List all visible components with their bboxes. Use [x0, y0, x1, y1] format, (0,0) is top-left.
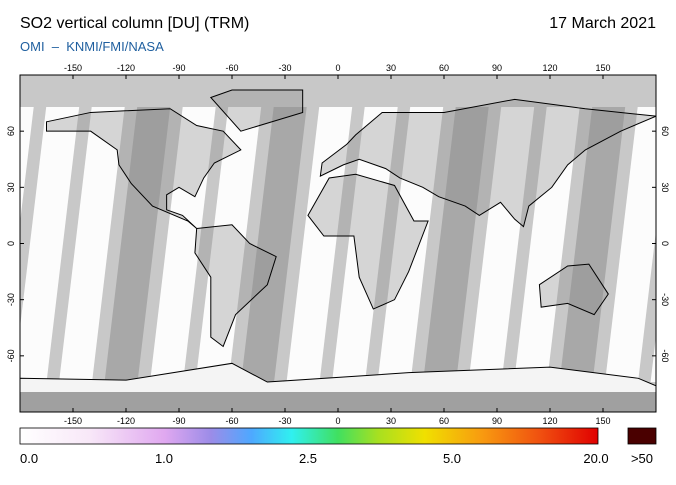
- lat-tick-label: 60: [6, 126, 16, 136]
- lon-tick-label: -30: [278, 63, 291, 73]
- lon-tick-label: 60: [439, 416, 449, 426]
- lon-tick-label: -90: [172, 63, 185, 73]
- lon-tick-label: 150: [595, 63, 610, 73]
- swath: [556, 75, 629, 412]
- lon-tick-label: -60: [225, 416, 238, 426]
- lat-tick-label: -60: [660, 349, 670, 362]
- colorbar-label: 5.0: [443, 451, 461, 466]
- lat-tick-label: -30: [660, 293, 670, 306]
- colorbar-label: 20.0: [583, 451, 608, 466]
- lon-tick-label: -150: [64, 416, 82, 426]
- lon-tick-label: 120: [542, 63, 557, 73]
- swath: [283, 75, 356, 412]
- swath: [510, 75, 584, 412]
- swath: [374, 75, 447, 412]
- credit: OMI – KNMI/FMI/NASA: [20, 39, 164, 54]
- lon-tick-label: 150: [595, 416, 610, 426]
- eurasia: [319, 98, 656, 228]
- lon-tick-label: 0: [335, 416, 340, 426]
- lon-tick-label: -150: [64, 63, 82, 73]
- colorbar: [19, 427, 599, 445]
- lon-tick-label: -120: [117, 416, 135, 426]
- lon-tick-label: 90: [492, 63, 502, 73]
- swath: [419, 75, 493, 412]
- greenland: [209, 89, 304, 132]
- lon-tick-label: 30: [386, 416, 396, 426]
- lon-tick-label: -90: [172, 416, 185, 426]
- swath: [465, 75, 538, 412]
- lat-tick-label: 60: [660, 126, 670, 136]
- lon-tick-label: -120: [117, 63, 135, 73]
- antarctic-nodata: [20, 392, 656, 412]
- south-america: [194, 224, 277, 348]
- africa: [307, 173, 429, 310]
- lon-tick-label: -60: [225, 63, 238, 73]
- colorbar-label: 2.5: [299, 451, 317, 466]
- colorbar-label: 1.0: [155, 451, 173, 466]
- lon-tick-label: -30: [278, 416, 291, 426]
- polar-gap: [20, 75, 656, 107]
- colorbar-overflow-label: >50: [631, 451, 653, 466]
- lat-tick-label: 0: [660, 241, 670, 246]
- colorbar-label: 0.0: [20, 451, 38, 466]
- lon-tick-label: 90: [492, 416, 502, 426]
- lon-tick-label: 60: [439, 63, 449, 73]
- swath: [328, 75, 402, 412]
- swath: [601, 75, 656, 412]
- swath: [101, 75, 174, 412]
- lat-tick-label: 30: [660, 182, 670, 192]
- swath: [55, 75, 129, 412]
- lat-tick-label: -60: [6, 349, 16, 362]
- australia: [538, 263, 609, 316]
- lon-tick-label: 30: [386, 63, 396, 73]
- swath: [20, 75, 38, 223]
- lat-tick-label: 30: [6, 182, 16, 192]
- swath: [192, 75, 265, 412]
- lat-tick-label: 0: [6, 241, 16, 246]
- map: [20, 75, 656, 412]
- lon-tick-label: 120: [542, 416, 557, 426]
- swath: [20, 75, 83, 412]
- swath: [237, 75, 311, 412]
- colorbar-overflow: [627, 427, 657, 445]
- lat-tick-label: -30: [6, 293, 16, 306]
- date: 17 March 2021: [549, 15, 656, 32]
- north-america: [46, 108, 242, 229]
- title: SO2 vertical column [DU] (TRM): [20, 15, 249, 32]
- swath: [146, 75, 220, 412]
- lon-tick-label: 0: [335, 63, 340, 73]
